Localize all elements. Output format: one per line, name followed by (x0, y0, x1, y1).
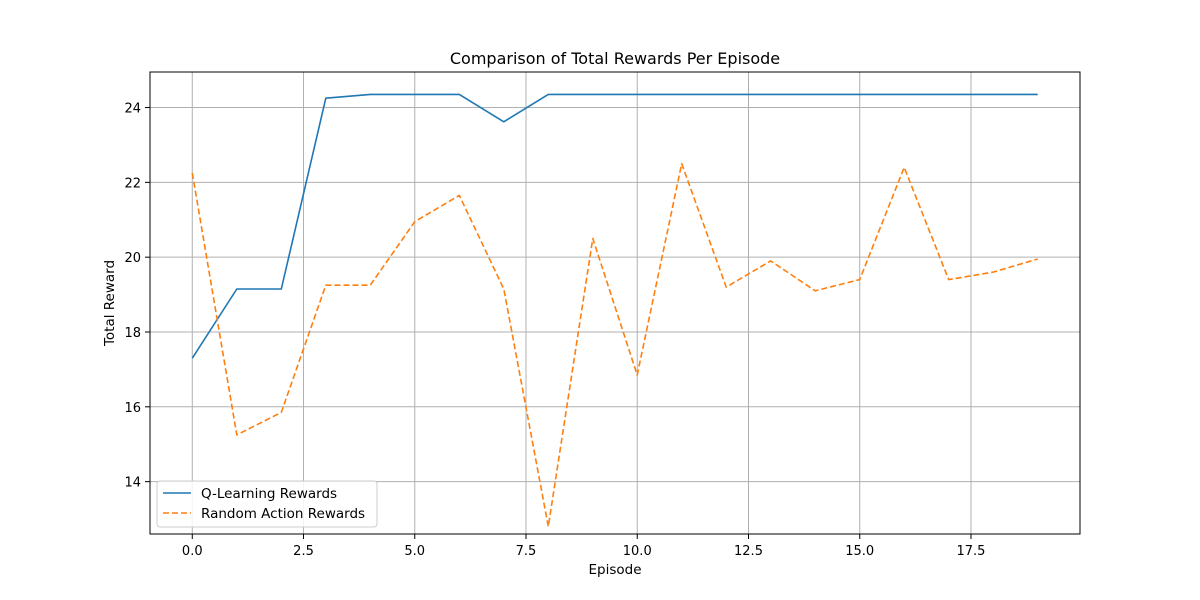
x-tick-label: 12.5 (734, 544, 763, 559)
x-tick-label: 7.5 (516, 544, 537, 559)
x-tick-label: 0.0 (182, 544, 203, 559)
series-line-q-learning (191, 93, 1038, 359)
y-axis-ticks: 14 16 18 20 22 24 (124, 102, 150, 491)
y-tick-label: 22 (124, 176, 141, 191)
legend-entry-label: Random Action Rewards (201, 506, 365, 522)
x-tick-label: 15.0 (845, 544, 874, 559)
legend-entry-label: Q-Learning Rewards (201, 486, 337, 502)
chart-title: Comparison of Total Rewards Per Episode (450, 49, 780, 68)
x-tick-label: 5.0 (404, 544, 425, 559)
grid (150, 72, 1080, 534)
y-tick-label: 24 (124, 102, 141, 117)
y-tick-label: 14 (124, 476, 141, 491)
x-tick-label: 10.0 (623, 544, 652, 559)
y-axis-label: Total Reward (102, 260, 118, 347)
series-line-random-action (191, 162, 1038, 528)
plot-frame (149, 71, 1081, 535)
x-axis-label: Episode (588, 562, 641, 578)
x-tick-label: 2.5 (293, 544, 314, 559)
legend-box (156, 480, 378, 528)
x-tick-label: 17.5 (957, 544, 986, 559)
y-tick-label: 20 (124, 251, 141, 266)
y-tick-label: 18 (124, 326, 141, 341)
series-layer (191, 93, 1038, 528)
legend: Q-Learning Rewards Random Action Rewards (156, 480, 378, 528)
x-axis-ticks: 0.0 2.5 5.0 7.5 10.0 12.5 15.0 17.5 (182, 534, 986, 559)
y-tick-label: 16 (124, 401, 141, 416)
